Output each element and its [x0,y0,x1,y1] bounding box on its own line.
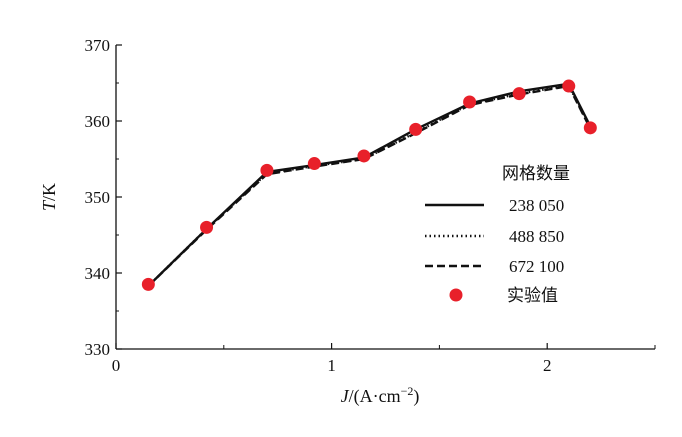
experimental-point [260,163,274,177]
x-tick-label: 2 [543,356,552,375]
y-tick-label: 330 [85,340,111,359]
y-tick-label: 340 [85,264,111,283]
legend-title: 网格数量 [502,164,570,184]
legend-label-1: 238 050 [509,196,564,215]
y-tick-label: 360 [85,112,111,131]
y-tick-label: 350 [85,188,111,207]
axes: 330 340 350 360 370 0 1 2 [85,36,656,375]
x-axis-label: J/(A·cm−2) [341,384,420,407]
experimental-point [463,95,477,109]
y-axis-label: T/K [39,183,59,211]
series-line-3 [147,84,592,287]
axis-labels: J/(A·cm−2) T/K [39,183,419,407]
legend-label-2: 488 850 [509,227,564,246]
experimental-point [200,220,214,234]
series-lines [147,82,592,287]
experimental-point [141,277,155,291]
x-tick-label: 0 [112,356,121,375]
legend: 网格数量 238 050 488 850 672 100 实验值 [425,164,570,306]
x-tick-label: 1 [327,356,336,375]
legend-label-experimental: 实验值 [507,286,558,306]
experimental-point [562,79,576,93]
experimental-points [141,79,597,291]
series-line-1 [147,82,592,287]
legend-swatch-experimental [449,288,463,302]
experimental-point [307,157,321,171]
y-tick-label: 370 [85,36,111,55]
experimental-point [409,122,423,136]
experimental-point [512,87,526,101]
series-line-2 [147,84,592,287]
experimental-point [357,149,371,163]
legend-label-3: 672 100 [509,257,564,276]
experimental-point [583,121,597,135]
